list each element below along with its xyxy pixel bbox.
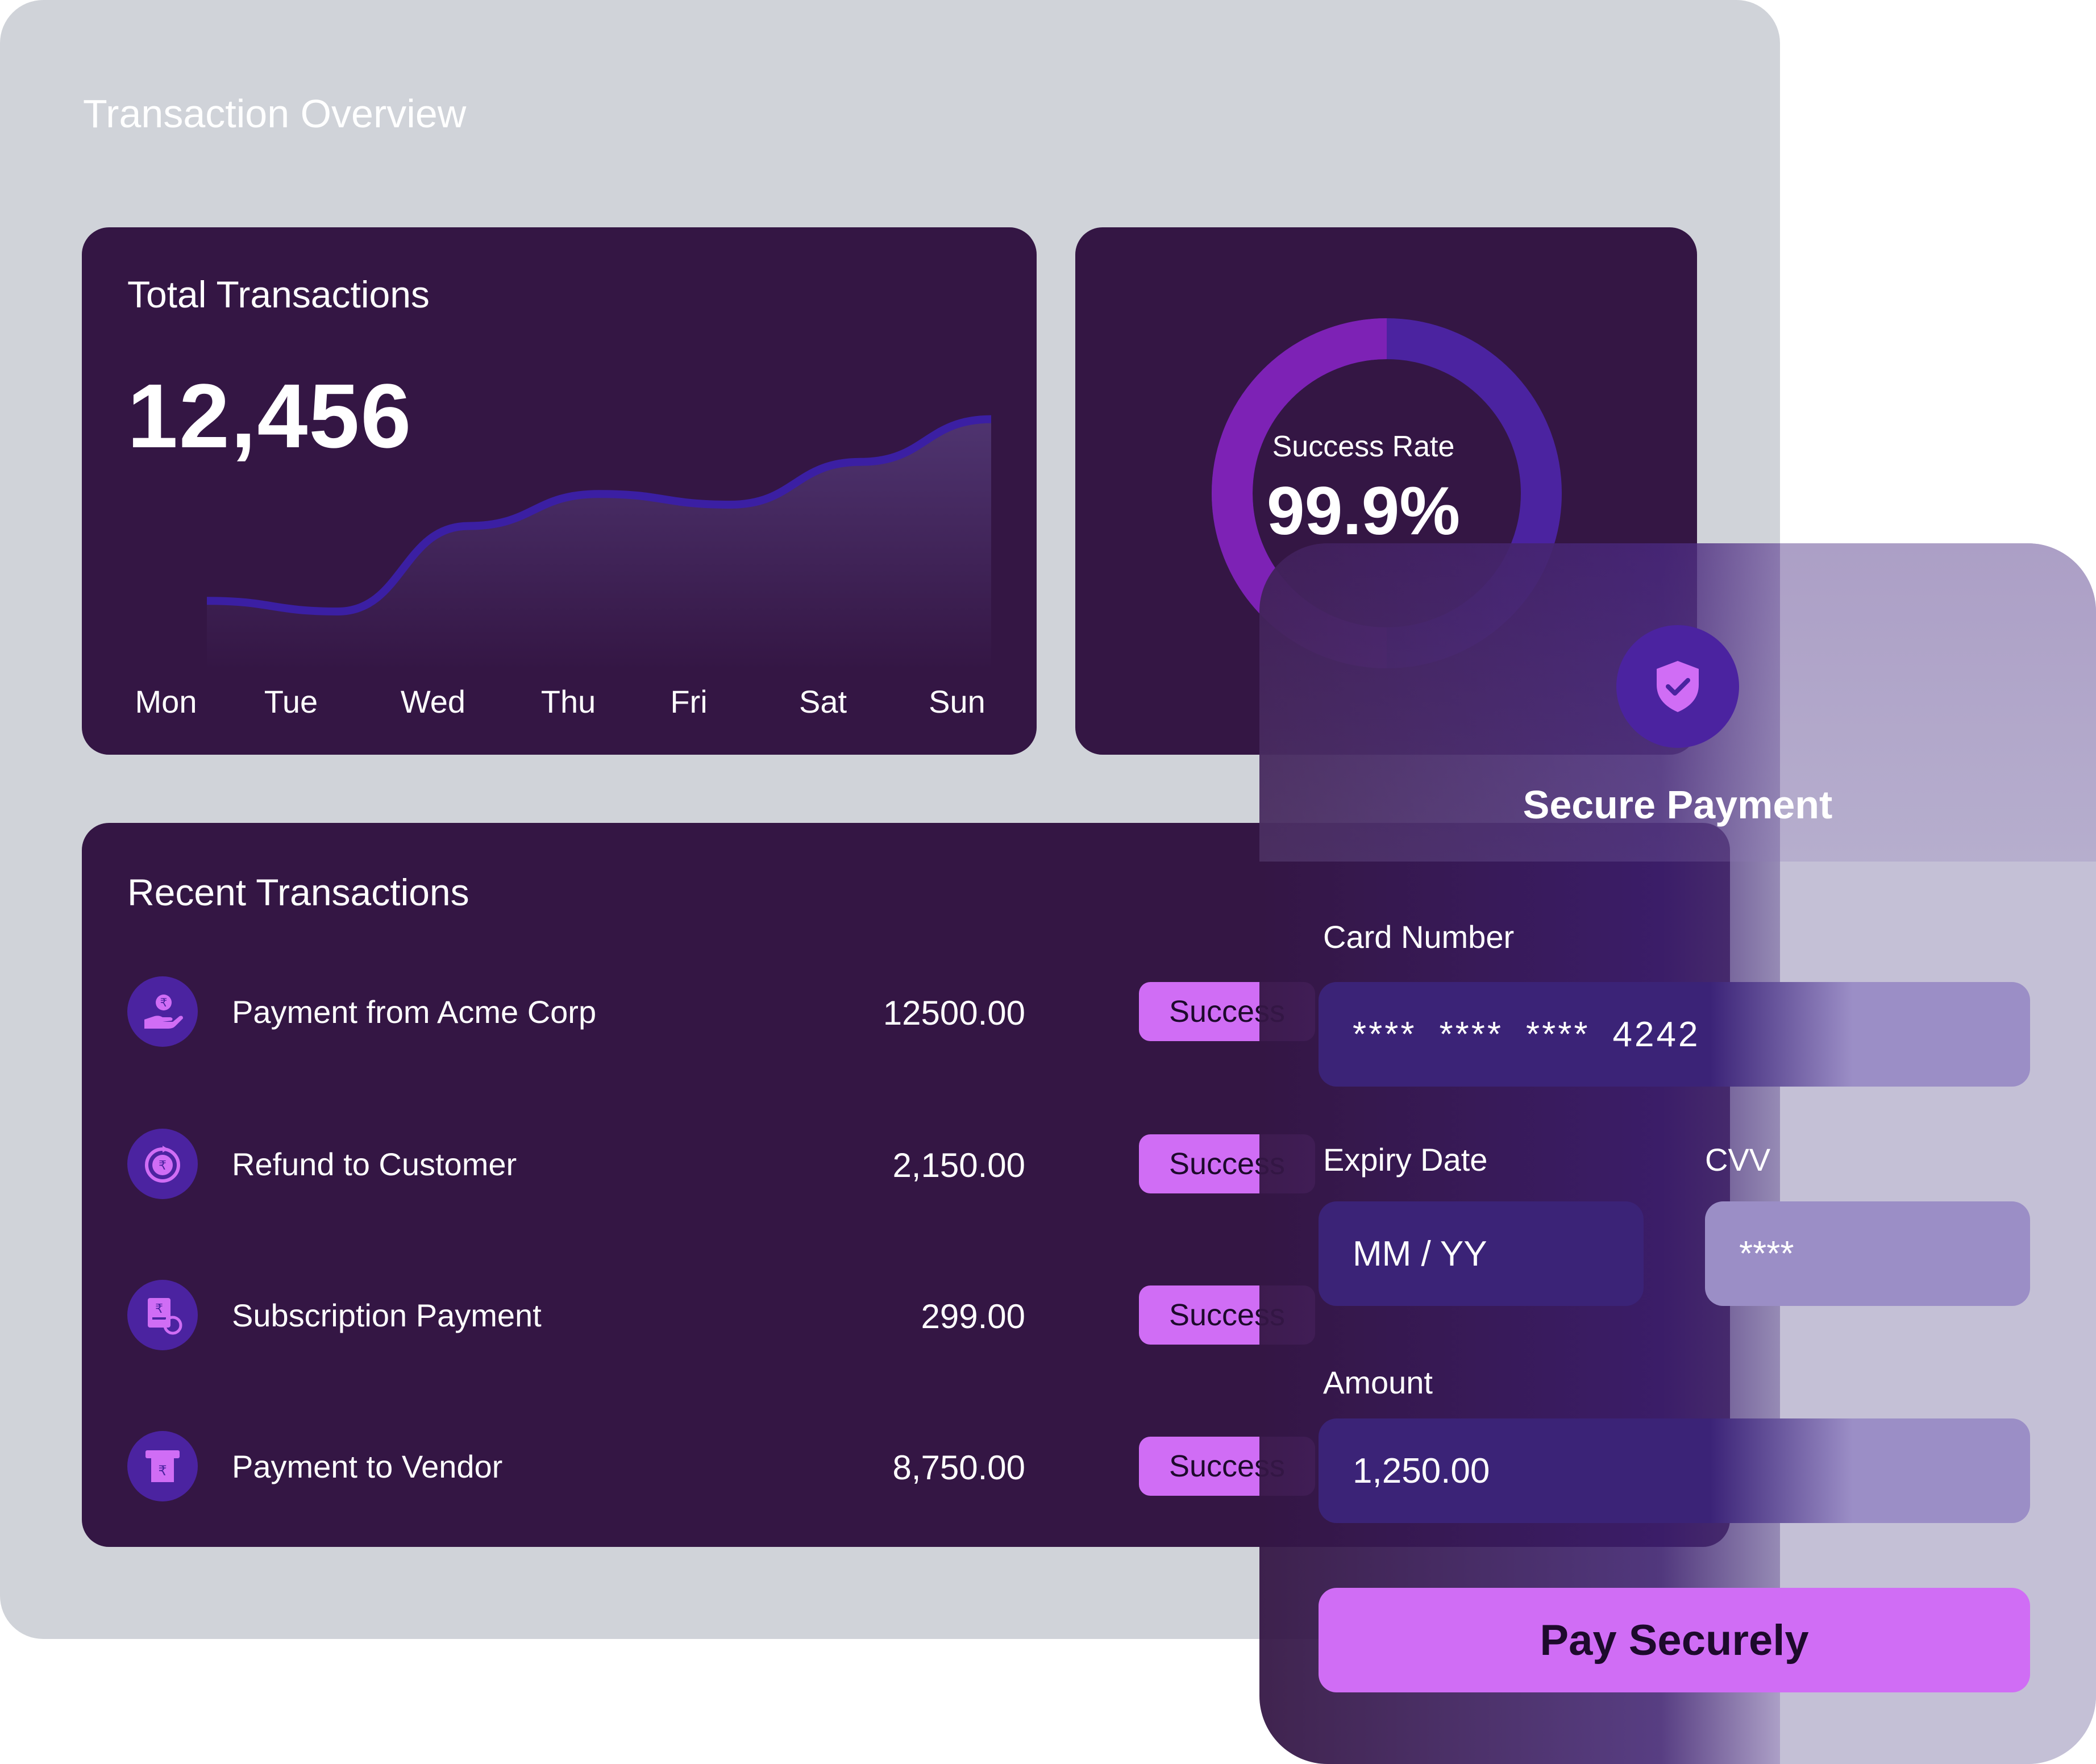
- chart-series-line: [206, 415, 992, 616]
- expiry-date-label: Expiry Date: [1323, 1142, 1488, 1178]
- expiry-date-field[interactable]: MM / YY: [1319, 1201, 1644, 1306]
- overview-title: Transaction Overview: [83, 91, 467, 136]
- cvv-field[interactable]: ****: [1705, 1201, 2030, 1306]
- transaction-amount: 12500.00: [883, 994, 1025, 1032]
- transactions-trend-chart: Mon Tue Wed Thu Fri Sat Sun: [135, 415, 992, 719]
- card-group-3: ****: [1526, 1014, 1590, 1054]
- transaction-row[interactable]: ₹ Subscription Payment 299.00 Success: [127, 1275, 1321, 1355]
- x-tick-label: Wed: [401, 684, 465, 719]
- success-rate-value: 99.9%: [1266, 473, 1461, 549]
- cvv-label: CVV: [1705, 1142, 1771, 1178]
- secure-payment-title: Secure Payment: [1523, 783, 1833, 827]
- x-tick-label: Sun: [929, 684, 985, 719]
- x-tick-label: Thu: [541, 684, 596, 719]
- transaction-name: Subscription Payment: [232, 1297, 542, 1333]
- amount-label: Amount: [1323, 1364, 1433, 1400]
- transaction-name: Refund to Customer: [232, 1146, 517, 1182]
- rupee-atm-icon: ₹: [127, 1431, 198, 1501]
- secure-payment-panel: Secure Payment Card Number **** **** ***…: [1259, 543, 2096, 1764]
- transaction-row[interactable]: ₹ Payment to Vendor 8,750.00 Success: [127, 1426, 1321, 1506]
- svg-text:₹: ₹: [159, 1159, 167, 1173]
- svg-text:₹: ₹: [155, 1302, 163, 1316]
- x-tick-label: Sat: [799, 684, 847, 719]
- transaction-row[interactable]: ₹ Payment from Acme Corp 12500.00 Succes…: [127, 972, 1321, 1051]
- amount-field[interactable]: 1,250.00: [1319, 1418, 2030, 1523]
- rupee-refund-icon: ₹: [127, 1129, 198, 1199]
- pay-securely-button[interactable]: Pay Securely: [1319, 1588, 2030, 1692]
- total-transactions-value: 12,456: [127, 365, 413, 467]
- card-number-label: Card Number: [1323, 919, 1515, 955]
- rupee-invoice-icon: ₹: [127, 1280, 198, 1350]
- transaction-amount: 299.00: [921, 1297, 1025, 1336]
- total-transactions-title: Total Transactions: [127, 273, 430, 315]
- card-number-field[interactable]: **** **** **** 4242: [1319, 982, 2030, 1087]
- total-transactions-card: Total Transactions 12,456 Mon Tue Wed Thu Fr…: [82, 227, 1037, 755]
- x-tick-label: Mon: [135, 684, 197, 719]
- transaction-amount: 2,150.00: [892, 1146, 1025, 1184]
- rupee-hand-icon: ₹: [127, 976, 198, 1047]
- transaction-name: Payment to Vendor: [232, 1449, 503, 1484]
- card-group-2: ****: [1439, 1014, 1504, 1054]
- transaction-row[interactable]: ₹ Refund to Customer 2,150.00 Success: [127, 1124, 1321, 1204]
- card-group-1: ****: [1353, 1014, 1417, 1054]
- recent-transactions-title: Recent Transactions: [127, 871, 469, 913]
- chart-area-fill: [207, 419, 991, 671]
- transaction-amount: 8,750.00: [892, 1449, 1025, 1487]
- panel-glass-right: [1780, 543, 2096, 1764]
- shield-check-icon: [1616, 625, 1739, 748]
- x-tick-label: Fri: [670, 684, 707, 719]
- svg-text:₹: ₹: [160, 996, 168, 1009]
- svg-text:₹: ₹: [158, 1463, 167, 1479]
- success-rate-caption: Success Rate: [1272, 430, 1455, 463]
- transaction-name: Payment from Acme Corp: [232, 994, 597, 1030]
- card-group-last: 4242: [1612, 1014, 1700, 1054]
- x-tick-label: Tue: [264, 684, 318, 719]
